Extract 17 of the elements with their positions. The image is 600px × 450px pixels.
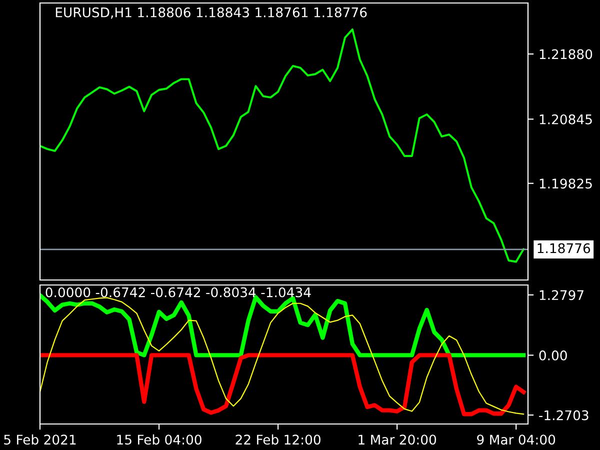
chart-title: EURUSD,H1 1.18806 1.18843 1.18761 1.18776 xyxy=(56,7,367,19)
ref-line-label: 1.18776 xyxy=(538,243,590,254)
line-series xyxy=(40,353,526,416)
x-tick-label: 22 Feb 12:00 xyxy=(236,434,320,445)
line-series xyxy=(40,28,525,263)
chart-title: 0.0000 -0.6742 -0.6742 -0.8034 -1.0434 xyxy=(46,287,311,298)
y-tick-label: 1.21880 xyxy=(540,49,592,60)
x-tick-label: 15 Feb 04:00 xyxy=(117,434,202,445)
y-tick-label: 1.2797 xyxy=(540,290,584,300)
y-tick-label: 0.00 xyxy=(539,350,567,360)
x-tick-label: 5 Feb 2021 xyxy=(4,434,76,445)
line-series xyxy=(40,297,524,415)
y-tick-label: 1.19825 xyxy=(540,178,592,189)
y-tick-label: 1.20845 xyxy=(540,114,592,124)
x-tick-label: 1 Mar 20:00 xyxy=(358,434,436,445)
x-tick-label: 9 Mar 04:00 xyxy=(477,434,556,445)
y-tick-label: -1.2703 xyxy=(539,410,588,420)
